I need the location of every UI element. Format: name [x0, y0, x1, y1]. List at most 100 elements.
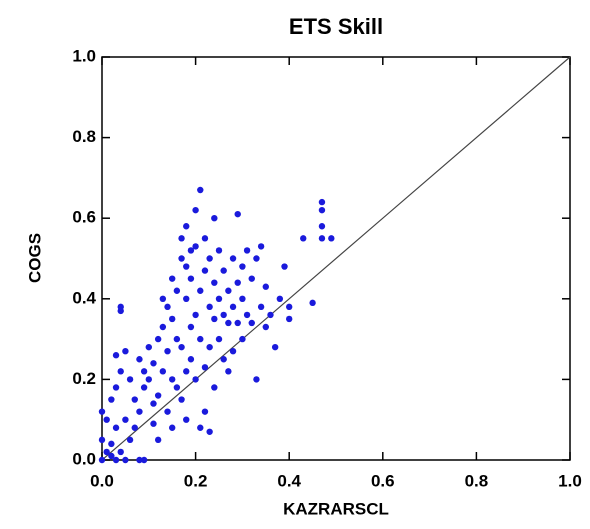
scatter-point: [112, 456, 120, 464]
scatter-point: [192, 243, 199, 250]
scatter-point: [112, 384, 120, 391]
scatter-point: [159, 368, 167, 375]
scatter-point: [122, 347, 129, 355]
scatter-point: [164, 347, 171, 355]
scatter-point: [281, 263, 288, 270]
scatter-point: [178, 396, 185, 403]
scatter-point: [225, 287, 232, 294]
scatter-point: [248, 319, 255, 327]
scatter-point: [267, 311, 274, 319]
scatter-point: [239, 335, 246, 343]
x-tick-label: 1.0: [558, 471, 582, 490]
scatter-point: [183, 368, 190, 375]
scatter-point: [243, 247, 251, 254]
scatter-point: [150, 360, 157, 367]
scatter-point: [239, 295, 246, 302]
scatter-point: [257, 243, 265, 250]
scatter-point: [131, 424, 138, 431]
scatter-point: [178, 235, 185, 242]
scatter-point: [220, 267, 227, 274]
scatter-point: [187, 356, 195, 363]
scatter-point: [243, 311, 251, 319]
scatter-point: [178, 255, 185, 262]
scatter-point: [154, 335, 162, 343]
scatter-point: [164, 303, 171, 311]
scatter-point: [140, 384, 148, 391]
scatter-point: [197, 335, 204, 343]
scatter-point: [206, 255, 213, 262]
scatter-point: [211, 279, 218, 286]
scatter-point: [169, 424, 176, 431]
scatter-point: [286, 315, 293, 323]
scatter-point: [271, 343, 279, 351]
scatter-point: [257, 303, 265, 311]
scatter-point: [262, 283, 269, 290]
scatter-point: [187, 323, 195, 331]
y-tick-label: 0.2: [72, 369, 96, 388]
scatter-point: [318, 235, 326, 242]
scatter-point: [239, 263, 246, 270]
scatter-point: [309, 299, 316, 307]
y-tick-label: 0.4: [72, 288, 96, 307]
scatter-point: [183, 263, 190, 270]
scatter-point: [164, 408, 171, 415]
scatter-point: [117, 303, 124, 311]
scatter-point: [225, 368, 232, 375]
scatter-point: [318, 198, 326, 206]
scatter-point: [211, 215, 218, 222]
y-axis-label: COGS: [25, 233, 44, 283]
scatter-point: [154, 436, 162, 444]
scatter-point: [178, 343, 185, 351]
scatter-point: [140, 368, 148, 375]
y-tick-label: 1.0: [72, 46, 96, 65]
scatter-point: [211, 384, 218, 391]
scatter-point: [225, 319, 232, 327]
scatter-point: [229, 303, 237, 311]
scatter-point: [328, 235, 335, 242]
scatter-point: [112, 352, 120, 359]
scatter-point: [173, 287, 181, 294]
scatter-point: [126, 436, 134, 444]
scatter-point: [126, 376, 134, 383]
x-tick-label: 0.6: [371, 471, 395, 490]
chart-title: ETS Skill: [289, 14, 383, 39]
scatter-point: [197, 287, 204, 294]
y-tick-label: 0.8: [72, 127, 96, 146]
scatter-point: [253, 255, 260, 262]
scatter-point: [220, 311, 227, 319]
scatter-point: [98, 408, 106, 415]
scatter-point: [150, 400, 157, 407]
scatter-point: [215, 335, 223, 343]
scatter-point: [173, 335, 181, 343]
scatter-point: [103, 448, 110, 456]
scatter-point: [183, 416, 190, 423]
scatter-point: [253, 376, 260, 383]
scatter-point: [136, 408, 143, 415]
scatter-point: [197, 424, 204, 431]
scatter-point: [215, 247, 223, 254]
scatter-point: [140, 456, 148, 464]
scatter-point: [145, 343, 152, 351]
scatter-point: [159, 295, 167, 302]
scatter-point: [206, 343, 213, 351]
scatter-point: [211, 315, 218, 323]
x-tick-label: 0.4: [277, 471, 301, 490]
scatter-point: [286, 303, 293, 311]
scatter-point: [117, 368, 124, 375]
scatter-point: [201, 235, 209, 242]
scatter-point: [276, 295, 284, 302]
scatter-point: [318, 206, 326, 214]
scatter-point: [173, 384, 181, 391]
scatter-point: [169, 315, 176, 323]
scatter-point: [300, 235, 307, 242]
scatter-point: [201, 267, 209, 274]
scatter-point: [229, 347, 237, 355]
scatter-point: [197, 186, 204, 194]
x-tick-label: 0.0: [90, 471, 114, 490]
x-axis-label: KAZRARSCL: [283, 499, 389, 518]
scatter-point: [112, 424, 120, 431]
scatter-point: [220, 356, 227, 363]
scatter-point: [187, 247, 195, 254]
x-tick-label: 0.8: [465, 471, 489, 490]
scatter-point: [154, 392, 162, 399]
